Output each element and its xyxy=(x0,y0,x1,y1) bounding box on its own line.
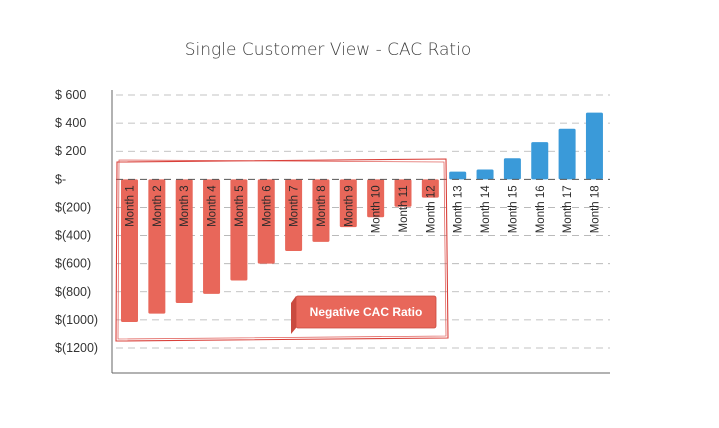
bar-5 xyxy=(230,179,248,281)
y-axis-ticks: $ 600 $ 400 $ 200 $- $(200) $(400) $(600) $(800… xyxy=(55,88,98,355)
bar-18 xyxy=(585,112,603,180)
category-label: Month 4 xyxy=(207,185,219,227)
bar-6 xyxy=(257,179,275,264)
bar-13 xyxy=(449,171,467,180)
chart-title: Single Customer View - CAC Ratio xyxy=(185,40,471,60)
grid xyxy=(116,94,610,349)
negative-region-outline xyxy=(115,158,449,342)
category-label: Month 9 xyxy=(343,185,355,227)
category-label: Month 1 xyxy=(125,185,137,227)
category-label: Month 10 xyxy=(371,185,383,233)
y-tick-label: $(1200) xyxy=(55,341,98,355)
bar-8 xyxy=(312,179,330,242)
y-tick-label: $(400) xyxy=(55,229,91,243)
category-label: Month 6 xyxy=(261,185,273,227)
category-label: Month 14 xyxy=(480,185,492,234)
category-label: Month 8 xyxy=(316,185,328,227)
bars xyxy=(121,112,603,322)
callout-fold xyxy=(291,296,296,334)
y-tick-label: $ 200 xyxy=(55,144,86,158)
category-label: Month 3 xyxy=(179,185,191,227)
category-label: Month 13 xyxy=(453,185,465,233)
bar-4 xyxy=(203,179,221,294)
category-label: Month 11 xyxy=(398,185,410,232)
bar-15 xyxy=(503,158,521,180)
y-tick-label: $(800) xyxy=(55,285,91,299)
callout-label: Negative CAC Ratio xyxy=(310,305,423,319)
bar-11 xyxy=(394,179,412,207)
bar-7 xyxy=(285,179,303,252)
category-labels: Month 1 Month 2 Month 3 Month 4 Month 5 Month… xyxy=(125,185,602,234)
bar-17 xyxy=(558,128,576,180)
y-tick-label: $ 400 xyxy=(55,116,86,130)
bar-9 xyxy=(339,179,357,228)
bar-2 xyxy=(148,179,166,314)
category-label: Month 7 xyxy=(289,185,301,227)
bar-14 xyxy=(476,169,494,180)
bar-10 xyxy=(367,179,385,218)
y-tick-label: $ 600 xyxy=(55,88,86,102)
negative-cac-callout: Negative CAC Ratio xyxy=(291,295,437,334)
y-tick-label: $(1000) xyxy=(55,313,98,327)
y-tick-label: $(600) xyxy=(55,257,91,271)
bar-1 xyxy=(121,179,138,322)
category-label: Month 15 xyxy=(507,185,519,233)
y-tick-label: $- xyxy=(55,172,66,186)
category-label: Month 17 xyxy=(562,185,574,233)
category-label: Month 12 xyxy=(425,185,437,233)
outline-stroke-1 xyxy=(115,158,449,342)
bar-16 xyxy=(531,142,549,180)
y-tick-label: $(200) xyxy=(55,200,91,214)
category-label: Month 5 xyxy=(234,185,246,227)
category-label: Month 16 xyxy=(535,185,547,233)
outline-stroke-2 xyxy=(117,159,447,340)
category-label: Month 18 xyxy=(589,185,601,233)
bar-3 xyxy=(175,179,193,304)
bar-12 xyxy=(421,179,439,198)
category-label: Month 2 xyxy=(152,185,164,227)
